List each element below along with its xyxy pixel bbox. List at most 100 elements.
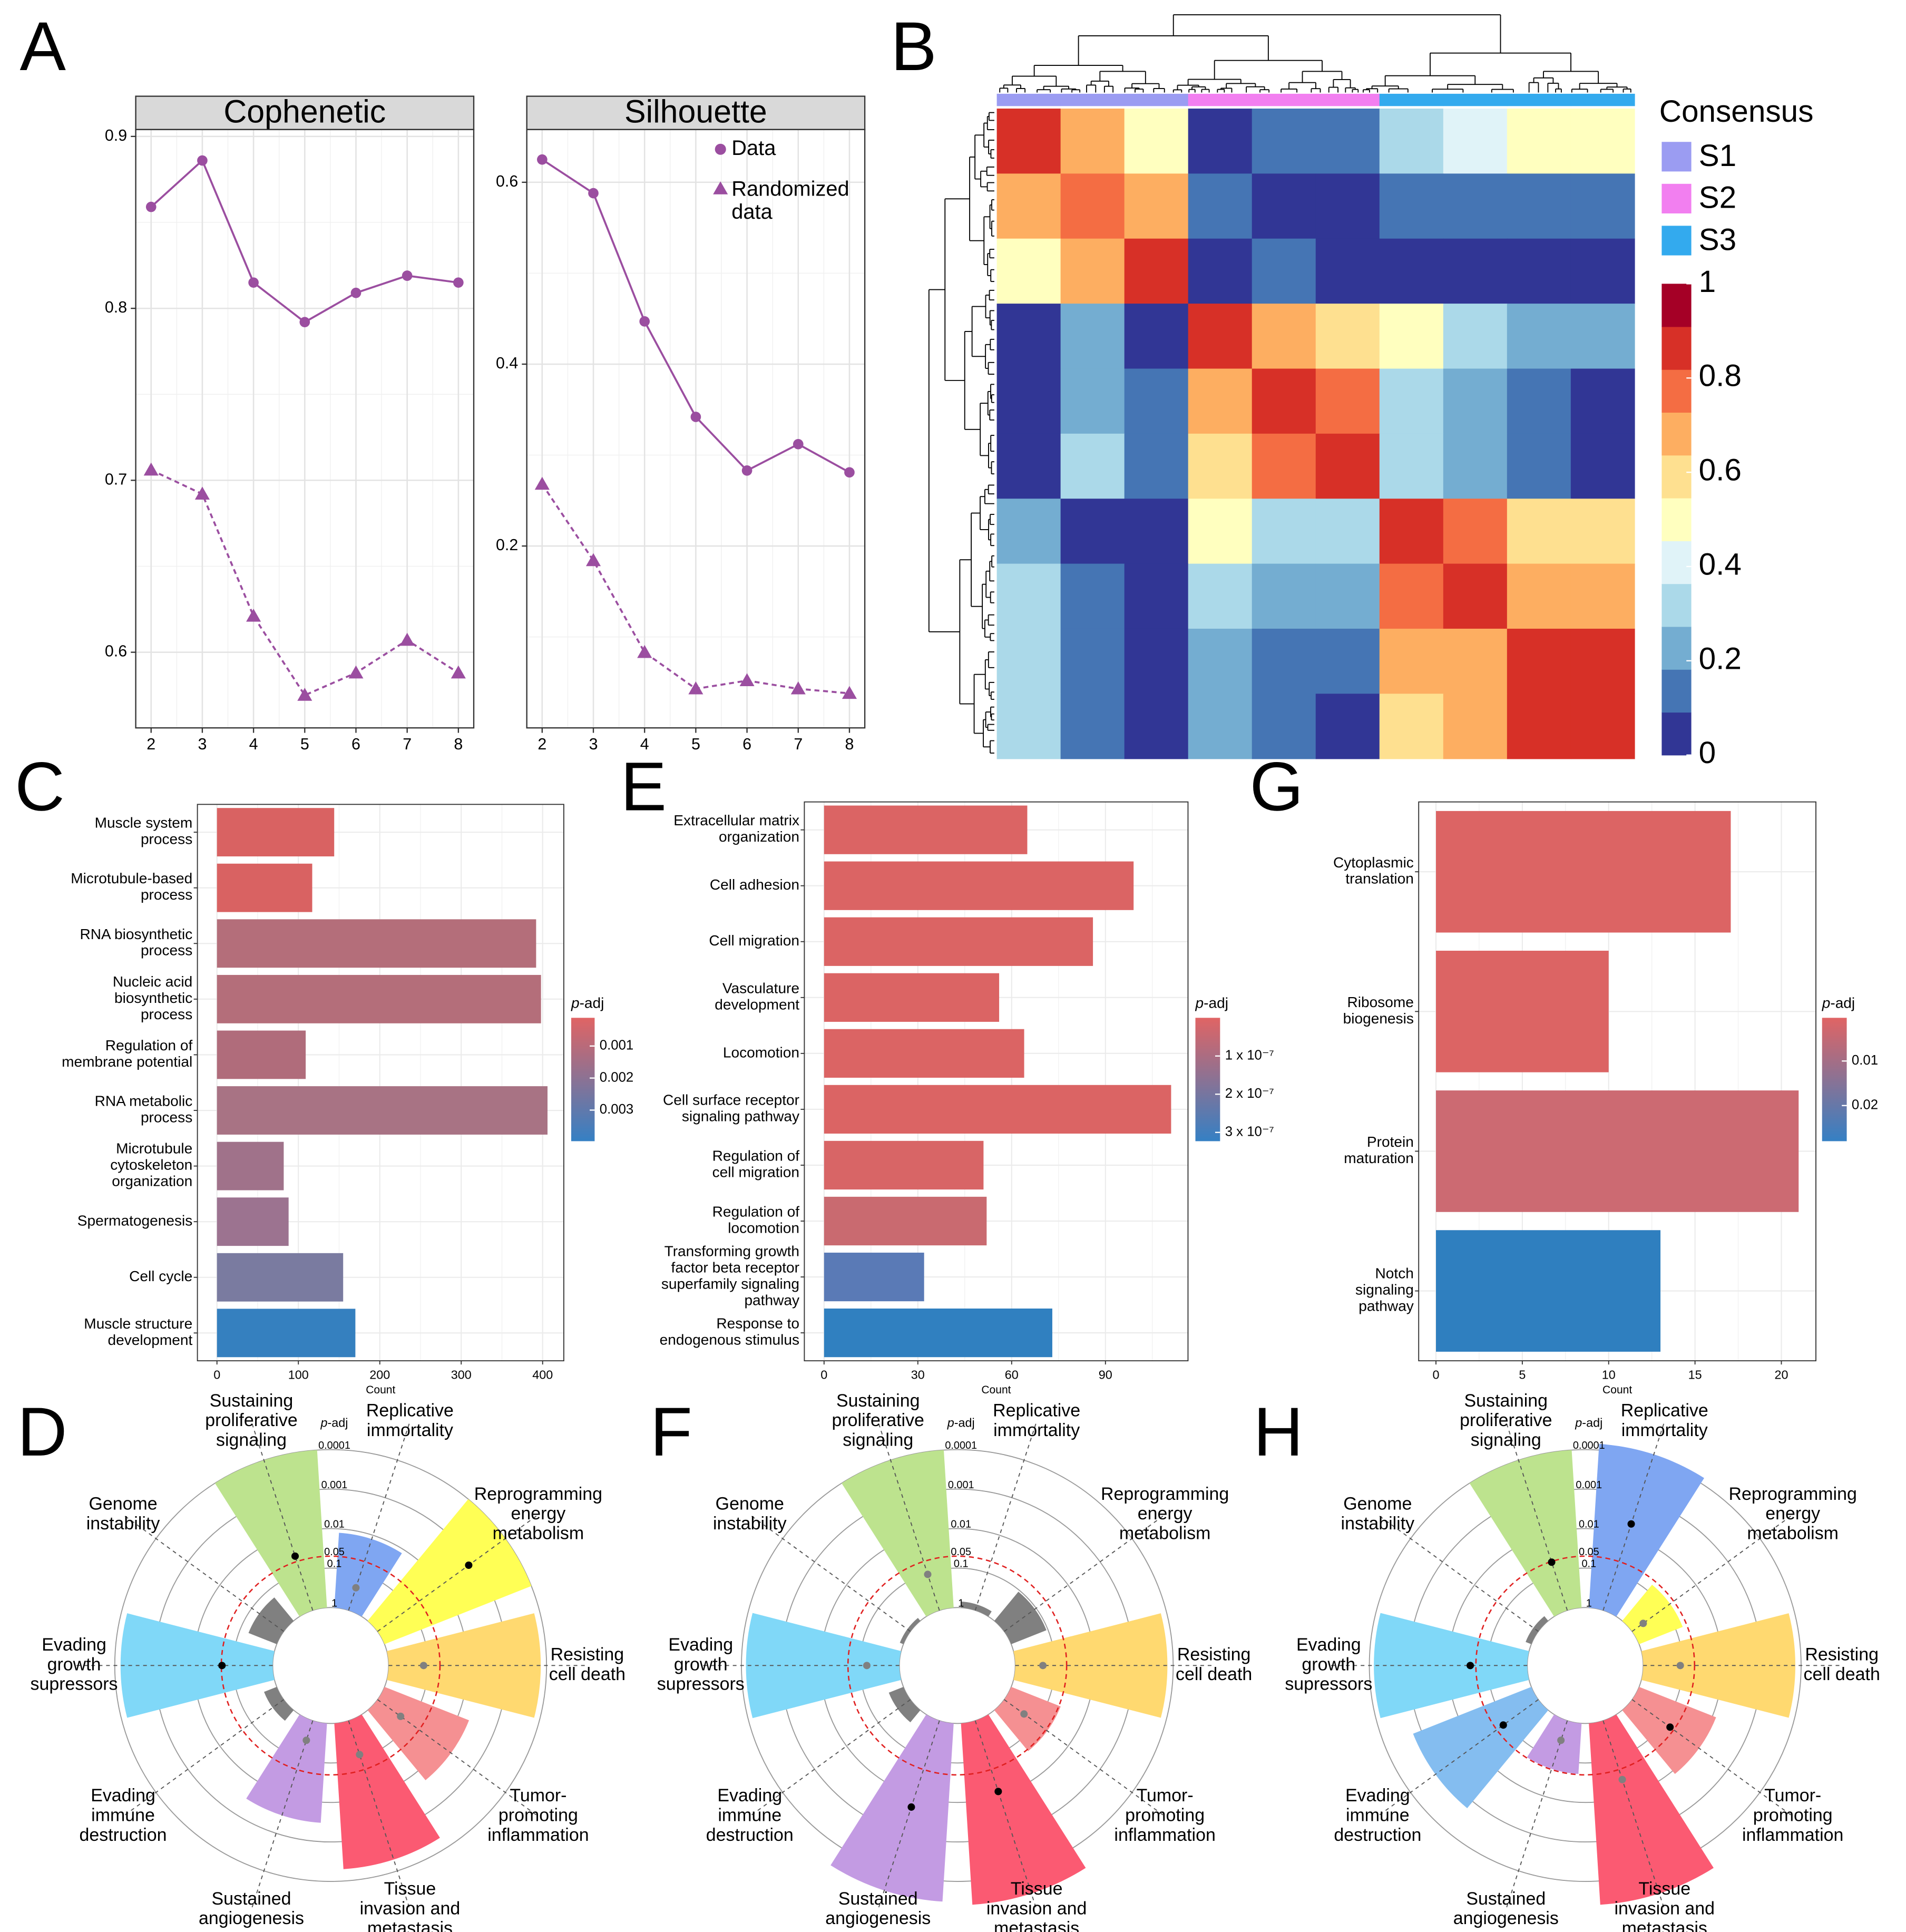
grid-circle [1527, 1607, 1644, 1724]
y-tick-label: 0.8 [105, 298, 127, 316]
category-label: Genome instability [713, 1494, 787, 1533]
x-tick-label: 4 [640, 735, 649, 753]
y-tick-label: 0.9 [105, 126, 127, 144]
panel-line: Cophenetic 0.6 0.7 0.8 0.9 2 3 4 5 6 7 8 A [20, 7, 475, 753]
heatmap-cell [996, 238, 1061, 304]
heatmap-cell [1570, 109, 1635, 174]
colorbar-bin [1661, 626, 1692, 670]
heatmap-cell [1507, 433, 1571, 499]
r-tick-label: 0.05 [1579, 1546, 1599, 1558]
heatmap-cell [1507, 238, 1571, 304]
category-label: Replicative immortality [993, 1401, 1080, 1440]
point [585, 553, 601, 567]
heatmap-cell [1188, 499, 1253, 564]
bar [824, 917, 1093, 966]
colorbar-label: 0.01 [1852, 1053, 1878, 1068]
plot-border [804, 801, 1189, 1362]
group-annotation [1379, 93, 1444, 106]
y-tick-label: 0.7 [105, 470, 127, 488]
point [907, 1803, 915, 1811]
bar [824, 1029, 1024, 1078]
category-label: Muscle structure development [84, 1315, 192, 1348]
point [299, 317, 310, 328]
heatmap-cell [1124, 433, 1189, 499]
x-tick-label: 2 [146, 735, 155, 753]
x-tick-label: 8 [454, 735, 463, 753]
bar [217, 1309, 356, 1358]
spoke [1602, 1720, 1665, 1909]
group-annotation [1315, 93, 1380, 106]
colorbar-label: 0.4 [1699, 547, 1742, 581]
sector [994, 1686, 1061, 1751]
x-tick-label: 0 [1432, 1368, 1439, 1381]
category-label: Regulation of membrane potential [62, 1037, 192, 1070]
bar [1436, 950, 1609, 1072]
bar [824, 1252, 924, 1302]
point [639, 316, 650, 327]
spoke [123, 1699, 285, 1816]
category-label: Sustained angiogenesis [825, 1889, 931, 1928]
heatmap-cell [1443, 304, 1508, 369]
heatmap-cell [1188, 694, 1253, 759]
heatmap-cell [1570, 238, 1635, 304]
point [419, 1662, 427, 1670]
heatmap-cell [1060, 499, 1125, 564]
heatmap-cell [1570, 304, 1635, 369]
heatmap-cell [996, 109, 1061, 174]
panel-letter: G [1250, 748, 1304, 825]
heatmap-cell [1124, 694, 1189, 759]
category-label: Tumor-promoting inflammation [1114, 1785, 1215, 1845]
sector [888, 1686, 921, 1723]
heatmap-cell [1252, 304, 1316, 369]
category-label: Evading immune destruction [1334, 1785, 1421, 1845]
heatmap-cell [1379, 238, 1444, 304]
category-label: Genome instability [1341, 1494, 1415, 1533]
point [1557, 1736, 1565, 1744]
spoke [878, 1422, 940, 1611]
category-label: Tissue invasion and metastasis [1614, 1879, 1715, 1932]
r-tick-label: 1 [331, 1598, 337, 1609]
category-label: Evading immune destruction [80, 1785, 167, 1845]
x-tick-label: 5 [691, 735, 700, 753]
heatmap-cell [1315, 238, 1380, 304]
colorbar-bin [1661, 369, 1692, 413]
point [534, 476, 550, 490]
point [451, 665, 466, 679]
legend-swatch [1661, 142, 1692, 172]
x-tick-label: 0 [820, 1368, 827, 1381]
category-label: Reprogramming energy metabolism [1101, 1484, 1229, 1544]
r-tick-label: 0.0001 [318, 1440, 350, 1451]
r-tick-label: 1 [958, 1598, 964, 1609]
x-axis-label: Count [981, 1384, 1011, 1396]
spoke [1506, 1422, 1568, 1611]
colorbar-bin [1661, 497, 1692, 541]
spoke [251, 1422, 314, 1611]
heatmap-cell [1060, 368, 1125, 434]
heatmap-cell [1188, 238, 1253, 304]
heatmap-cell [1060, 238, 1125, 304]
heatmap-cell [1315, 368, 1380, 434]
point [739, 673, 755, 686]
point [397, 1712, 405, 1720]
group-annotation [1188, 93, 1253, 106]
heatmap-cell [1570, 433, 1635, 499]
heatmap-cell [1124, 563, 1189, 629]
group-annotation [996, 93, 1061, 106]
heatmap-cell [996, 499, 1061, 564]
panel-line: Silhouette 0.2 0.4 0.6 2 3 4 5 6 7 8 Data Randomized… [496, 94, 866, 753]
point [863, 1662, 871, 1670]
panel-letter: H [1254, 1393, 1304, 1470]
bar [217, 1086, 548, 1135]
bar [217, 1030, 306, 1079]
heatmap-cell [1252, 563, 1316, 629]
x-tick-label: 6 [742, 735, 751, 753]
heatmap-cell [996, 173, 1061, 239]
point [291, 1552, 299, 1560]
legend-swatch [1661, 183, 1692, 213]
point [741, 465, 752, 476]
category-label: Cell migration [709, 932, 799, 949]
heatmap-cell [1570, 499, 1635, 564]
category-label: Protein maturation [1344, 1134, 1414, 1166]
point [1499, 1721, 1507, 1729]
